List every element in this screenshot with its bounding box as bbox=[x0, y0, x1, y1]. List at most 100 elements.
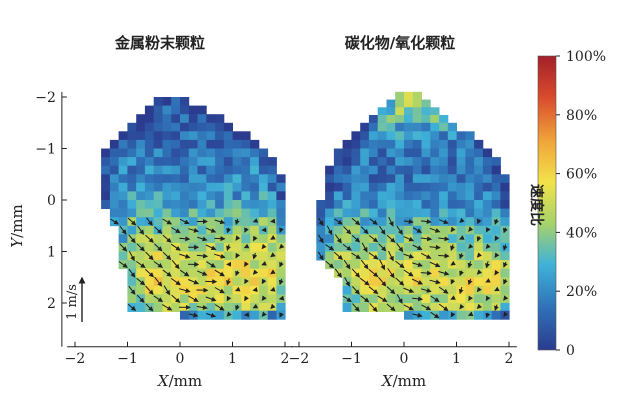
heatmap-cell bbox=[412, 139, 422, 149]
heatmap-cell bbox=[421, 182, 431, 192]
heatmap-cell bbox=[267, 174, 277, 184]
heatmap-cell bbox=[215, 277, 225, 287]
heatmap-cell bbox=[474, 182, 484, 192]
heatmap-cell bbox=[136, 191, 146, 201]
heatmap-cell bbox=[109, 139, 120, 149]
heatmap-cell bbox=[456, 200, 466, 209]
velocity-arrow bbox=[206, 312, 217, 318]
heatmap-cell bbox=[136, 148, 146, 158]
heatmap-cell bbox=[215, 182, 225, 192]
heatmap-cell bbox=[421, 107, 431, 117]
heatmap-cell bbox=[267, 242, 277, 252]
heatmap-cell bbox=[421, 99, 431, 109]
heatmap-cell bbox=[276, 234, 286, 244]
velocity-arrow bbox=[351, 235, 361, 243]
heatmap-cell bbox=[171, 268, 181, 278]
velocity-arrow bbox=[503, 311, 509, 318]
colorbar-tick-label: 40% bbox=[566, 225, 597, 241]
velocity-arrow bbox=[325, 260, 335, 269]
heatmap-cell bbox=[465, 285, 475, 295]
heatmap-cell bbox=[395, 122, 405, 132]
heatmap-cell bbox=[206, 165, 216, 175]
heatmap-cell bbox=[465, 182, 475, 192]
heatmap-cell bbox=[232, 148, 242, 158]
heatmap-cell bbox=[342, 234, 352, 244]
heatmap-cell bbox=[412, 99, 422, 109]
heatmap-cell bbox=[447, 139, 457, 149]
heatmap-cell bbox=[351, 277, 361, 287]
velocity-arrow bbox=[450, 244, 455, 251]
heatmap-cell bbox=[215, 242, 225, 252]
velocity-arrow bbox=[430, 295, 440, 303]
heatmap-cell bbox=[482, 200, 493, 209]
heatmap-cell bbox=[250, 165, 260, 175]
heatmap-cell bbox=[368, 277, 379, 287]
heatmap-cell bbox=[360, 174, 370, 184]
heatmap-cell bbox=[482, 148, 493, 158]
velocity-arrow bbox=[396, 294, 403, 304]
heatmap-cell bbox=[215, 310, 225, 320]
velocity-arrow bbox=[485, 295, 491, 302]
heatmap-cell bbox=[386, 260, 396, 270]
heatmap-cell bbox=[333, 182, 344, 192]
heatmap-cell bbox=[439, 157, 449, 167]
heatmap-cell bbox=[109, 191, 120, 201]
heatmap-cell bbox=[144, 242, 155, 252]
heatmap-cell bbox=[276, 182, 286, 192]
velocity-arrow bbox=[360, 226, 369, 235]
heatmap-cell bbox=[241, 208, 251, 218]
heatmap-cell bbox=[241, 200, 251, 209]
velocity-arrow bbox=[179, 236, 191, 242]
velocity-arrow bbox=[188, 227, 199, 233]
heatmap-cell bbox=[342, 139, 352, 149]
velocity-arrow bbox=[450, 226, 456, 233]
heatmap-cell bbox=[404, 131, 414, 141]
heatmap-cell bbox=[206, 182, 216, 192]
heatmap-cell bbox=[439, 148, 449, 158]
heatmap-cell bbox=[456, 157, 466, 167]
heatmap-cell bbox=[232, 191, 242, 201]
velocity-arrow bbox=[205, 227, 217, 233]
heatmap-cell bbox=[232, 225, 242, 235]
heatmap-cell bbox=[276, 268, 286, 278]
heatmap-cell bbox=[180, 294, 190, 304]
heatmap-cell bbox=[162, 105, 172, 115]
heatmap-cell bbox=[276, 285, 286, 295]
heatmap-cell bbox=[404, 157, 414, 167]
heatmap-cell bbox=[197, 105, 207, 115]
heatmap-cell bbox=[171, 114, 181, 124]
heatmap-cell bbox=[325, 191, 335, 201]
heatmap-cell bbox=[127, 182, 137, 192]
heatmap-cell bbox=[342, 285, 352, 295]
velocity-arrow bbox=[196, 304, 208, 310]
heatmap-cell bbox=[127, 174, 137, 184]
heatmap-cell bbox=[197, 242, 207, 252]
heatmap-cell bbox=[180, 157, 190, 167]
heatmap-cell bbox=[342, 191, 352, 201]
velocity-arrow bbox=[438, 219, 449, 225]
heatmap-cell bbox=[439, 122, 449, 132]
velocity-arrow bbox=[503, 295, 509, 301]
heatmap-cell bbox=[153, 191, 163, 201]
heatmap-cell bbox=[360, 285, 370, 295]
heatmap-cell bbox=[241, 131, 251, 141]
heatmap-cell bbox=[206, 251, 216, 261]
velocity-arrow bbox=[214, 304, 225, 311]
velocity-arrow bbox=[128, 250, 135, 262]
velocity-arrow bbox=[351, 217, 361, 226]
heatmap-cell bbox=[136, 157, 146, 167]
heatmap-cell bbox=[223, 217, 233, 227]
heatmap-cell bbox=[439, 115, 449, 124]
velocity-arrow bbox=[494, 235, 500, 242]
heatmap-cell bbox=[171, 131, 181, 141]
heatmap-cell bbox=[412, 285, 422, 295]
velocity-arrow bbox=[153, 295, 164, 303]
heatmap-cell bbox=[180, 105, 190, 115]
heatmap-cell bbox=[223, 139, 233, 149]
heatmap-cell bbox=[188, 251, 198, 261]
velocity-arrow bbox=[369, 218, 378, 225]
velocity-arrow bbox=[163, 285, 171, 296]
velocity-arrow bbox=[205, 296, 217, 302]
heatmap-cell bbox=[153, 122, 163, 132]
heatmap-cell bbox=[171, 182, 181, 192]
